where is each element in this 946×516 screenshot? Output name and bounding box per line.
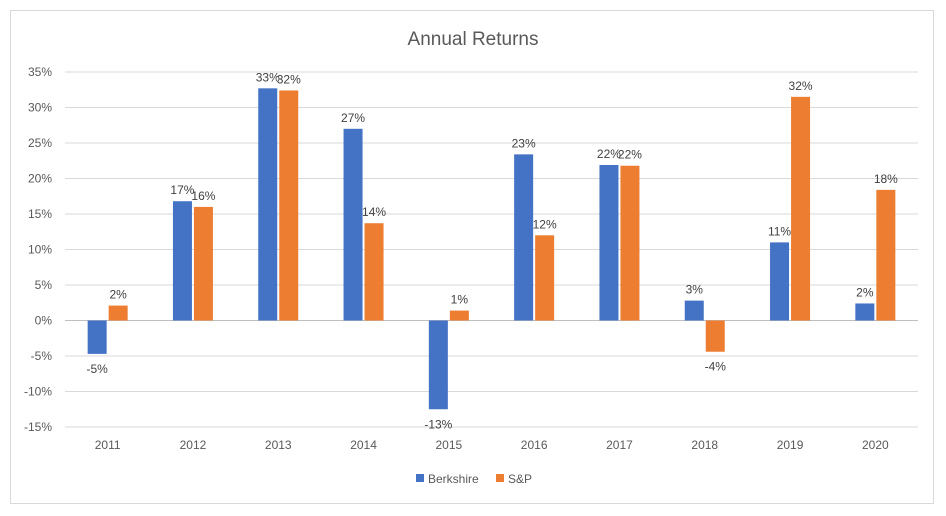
data-label: 1%: [451, 293, 469, 307]
legend: Berkshire S&P: [416, 472, 532, 486]
x-tick-label: 2012: [180, 438, 207, 452]
bar-s-p-2014: [364, 223, 384, 321]
data-label: 11%: [768, 224, 791, 238]
legend-label: S&P: [508, 472, 532, 486]
legend-swatch-berkshire: [416, 474, 424, 482]
data-label: 32%: [277, 72, 301, 86]
y-axis-tick-labels: 35% 30% 25% 20% 15% 10% 5% 0% -5% -10% -15%: [24, 65, 52, 434]
y-tick-label: -5%: [31, 349, 53, 363]
data-label: 22%: [597, 147, 621, 161]
data-label: 33%: [256, 70, 280, 84]
data-label: 14%: [362, 205, 386, 219]
bar-berkshire-2019: [770, 242, 790, 321]
bars: [87, 88, 896, 410]
bar-berkshire-2014: [343, 128, 363, 321]
data-label: 18%: [874, 172, 898, 186]
bar-berkshire-2013: [258, 88, 278, 321]
data-label: -4%: [705, 360, 727, 374]
x-tick-label: 2014: [350, 438, 377, 452]
gridlines: [65, 71, 918, 428]
x-tick-label: 2016: [521, 438, 548, 452]
data-label: 23%: [512, 136, 536, 150]
y-tick-label: 30%: [28, 101, 52, 115]
bar-s-p-2017: [620, 165, 640, 321]
y-tick-label: 5%: [35, 278, 53, 292]
data-label: 3%: [686, 283, 704, 297]
x-axis-tick-labels: 2011 2012 2013 2014 2015 2016 2017 2018 2019 2020: [95, 438, 889, 452]
y-tick-label: -15%: [24, 420, 52, 434]
bar-s-p-2019: [791, 96, 811, 321]
bar-s-p-2018: [705, 320, 725, 352]
data-label: -13%: [424, 417, 452, 431]
data-label: 27%: [341, 111, 365, 125]
bar-s-p-2020: [876, 189, 896, 321]
chart-title: Annual Returns: [408, 29, 539, 50]
bar-berkshire-2018: [684, 300, 704, 321]
x-tick-label: 2020: [862, 438, 889, 452]
bar-s-p-2011: [108, 305, 128, 321]
data-label: 2%: [109, 288, 127, 302]
bar-s-p-2013: [279, 90, 299, 321]
data-label: 16%: [191, 189, 215, 203]
y-tick-label: 35%: [28, 65, 52, 79]
bar-s-p-2012: [193, 206, 213, 321]
bar-berkshire-2015: [428, 320, 448, 410]
y-tick-label: 0%: [35, 314, 53, 328]
data-label: 17%: [170, 183, 194, 197]
x-tick-label: 2019: [777, 438, 804, 452]
data-label: 32%: [789, 79, 813, 93]
y-tick-label: 25%: [28, 136, 52, 150]
x-tick-label: 2015: [435, 438, 462, 452]
y-tick-label: -10%: [24, 385, 52, 399]
bar-s-p-2015: [449, 310, 469, 321]
bar-berkshire-2017: [599, 165, 619, 321]
data-labels: -5%2%17%16%33%32%27%14%-13%1%23%12%22%22…: [86, 70, 898, 431]
legend-swatch-s-p: [496, 474, 504, 482]
y-tick-label: 15%: [28, 207, 52, 221]
x-tick-label: 2011: [95, 438, 121, 452]
legend-label: Berkshire: [428, 472, 479, 486]
x-tick-label: 2013: [265, 438, 292, 452]
data-label: 22%: [618, 148, 642, 162]
bar-berkshire-2016: [514, 154, 534, 321]
bar-berkshire-2012: [172, 201, 192, 321]
bar-berkshire-2020: [855, 303, 875, 321]
data-label: -5%: [86, 362, 108, 376]
x-tick-label: 2018: [691, 438, 718, 452]
x-tick-label: 2017: [606, 438, 633, 452]
bar-berkshire-2011: [87, 320, 107, 354]
y-tick-label: 20%: [28, 172, 52, 186]
data-label: 12%: [533, 217, 557, 231]
bar-s-p-2016: [535, 235, 555, 321]
y-tick-label: 10%: [28, 243, 52, 257]
data-label: 2%: [856, 285, 874, 299]
